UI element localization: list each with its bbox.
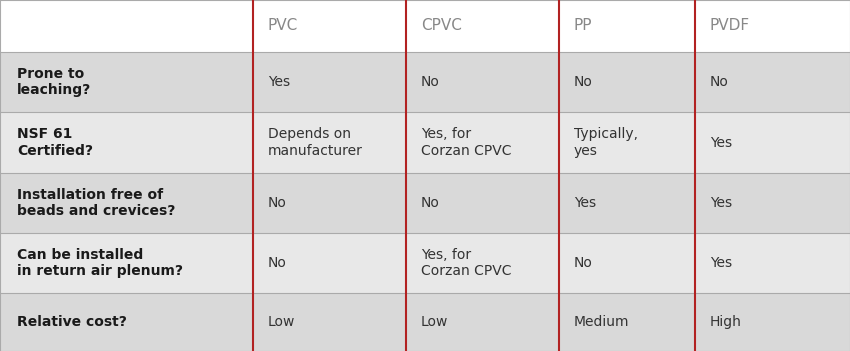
Bar <box>0 112 850 173</box>
Text: No: No <box>268 196 286 210</box>
Text: No: No <box>421 196 439 210</box>
Text: Low: Low <box>421 315 448 329</box>
Text: Relative cost?: Relative cost? <box>17 315 127 329</box>
Text: Typically,
yes: Typically, yes <box>574 127 638 158</box>
Bar <box>0 293 850 351</box>
Text: Installation free of
beads and crevices?: Installation free of beads and crevices? <box>17 188 175 218</box>
Text: No: No <box>268 256 286 270</box>
Text: Yes, for
Corzan CPVC: Yes, for Corzan CPVC <box>421 127 511 158</box>
Text: No: No <box>710 75 728 89</box>
Bar <box>0 233 850 293</box>
Text: No: No <box>574 75 592 89</box>
Text: Yes, for
Corzan CPVC: Yes, for Corzan CPVC <box>421 248 511 278</box>
Text: Yes: Yes <box>710 135 732 150</box>
Bar <box>0 173 850 233</box>
Text: Medium: Medium <box>574 315 629 329</box>
Text: Yes: Yes <box>710 256 732 270</box>
Text: Low: Low <box>268 315 295 329</box>
Text: Yes: Yes <box>710 196 732 210</box>
Text: CPVC: CPVC <box>421 19 462 33</box>
Bar <box>0 52 850 112</box>
Bar <box>0 0 850 52</box>
Text: PP: PP <box>574 19 592 33</box>
Text: Can be installed
in return air plenum?: Can be installed in return air plenum? <box>17 248 183 278</box>
Text: NSF 61
Certified?: NSF 61 Certified? <box>17 127 93 158</box>
Text: PVC: PVC <box>268 19 298 33</box>
Text: High: High <box>710 315 741 329</box>
Text: Yes: Yes <box>574 196 596 210</box>
Text: Depends on
manufacturer: Depends on manufacturer <box>268 127 363 158</box>
Text: PVDF: PVDF <box>710 19 750 33</box>
Text: Yes: Yes <box>268 75 290 89</box>
Text: Prone to
leaching?: Prone to leaching? <box>17 67 91 97</box>
Text: No: No <box>574 256 592 270</box>
Text: No: No <box>421 75 439 89</box>
